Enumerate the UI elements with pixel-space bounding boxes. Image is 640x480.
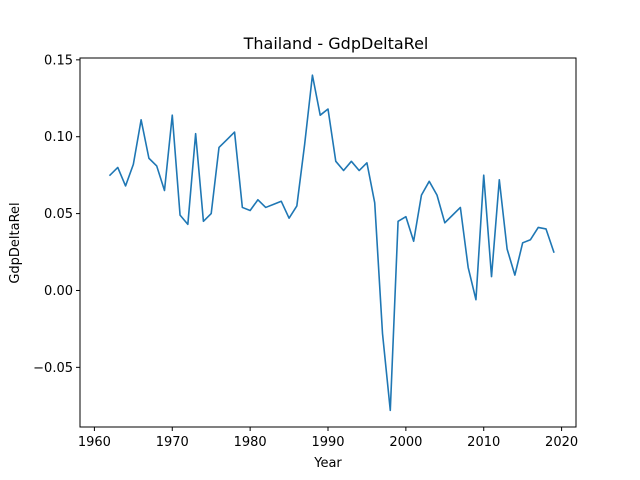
x-axis: 1960 1970 1980 1990 2000 2010 2020 — [78, 427, 578, 450]
x-axis-label: Year — [313, 456, 342, 471]
x-tick-label: 1990 — [311, 435, 344, 450]
chart-title: Thailand - GdpDeltaRel — [243, 34, 429, 53]
y-tick-label: 0.05 — [44, 207, 73, 222]
y-tick-label: 0.15 — [44, 53, 73, 68]
y-tick-label: 0.10 — [44, 130, 73, 145]
plot-area — [108, 74, 555, 412]
y-tick-label: 0.00 — [44, 284, 73, 299]
plot-frame — [79, 57, 577, 428]
x-tick-label: 2020 — [545, 435, 578, 450]
y-axis: −0.05 0.00 0.05 0.10 0.15 — [33, 53, 80, 376]
y-tick-label: −0.05 — [33, 361, 73, 376]
x-tick-label: 2010 — [467, 435, 500, 450]
series-line — [108, 74, 555, 412]
x-tick-label: 2000 — [389, 435, 422, 450]
x-tick-label: 1960 — [78, 435, 111, 450]
x-tick-label: 1970 — [156, 435, 189, 450]
y-axis-label: GdpDeltaRel — [8, 202, 23, 283]
x-tick-label: 1980 — [234, 435, 267, 450]
